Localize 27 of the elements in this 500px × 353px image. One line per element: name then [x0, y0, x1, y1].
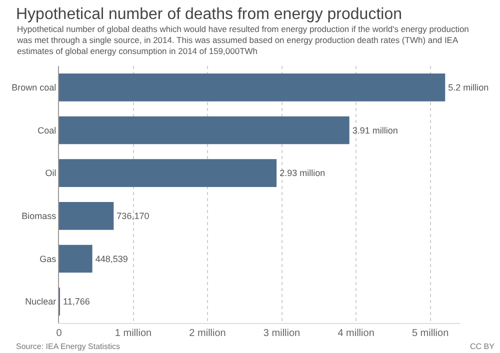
- y-tick-label: Gas: [40, 254, 57, 264]
- x-tick-label: 5 million: [412, 328, 449, 339]
- x-tick-label: 0: [56, 328, 62, 339]
- x-tick-label: 4 million: [338, 328, 374, 339]
- chart-subtitle: Hypothetical number of global deaths which would have resulted from energy production if the world's energy production was met through a single source, in 2014. This was assumed based on energy production death rates (TWh) and IEA estimates of global energy consumption in 2014 of 159,000TWh: [16, 24, 470, 56]
- data-label: 448,539: [95, 254, 128, 264]
- chart-title: Hypothetical number of deaths from energy production: [16, 6, 402, 23]
- bar: [59, 202, 114, 230]
- data-label: 3.91 million: [352, 125, 398, 136]
- bar: [59, 244, 92, 273]
- bar: [59, 116, 350, 144]
- source-note: Source: IEA Energy Statistics: [16, 342, 120, 351]
- bar: [59, 159, 277, 187]
- x-tick-label: 2 million: [189, 328, 226, 339]
- data-label: 11,766: [63, 296, 90, 307]
- y-tick-label: Biomass: [22, 211, 57, 222]
- x-tick-label: 1 million: [114, 328, 152, 339]
- text: CC BY: [470, 342, 496, 351]
- data-label: 736,170: [116, 210, 150, 221]
- bar: [59, 74, 446, 102]
- x-tick-label: 3 million: [263, 328, 300, 339]
- data-label: 2.93 million: [280, 168, 326, 178]
- y-tick-label: Nuclear: [25, 296, 56, 307]
- y-tick-label: Coal: [38, 125, 56, 136]
- y-tick-label: Oil: [45, 168, 56, 178]
- data-label: 5.2 million: [448, 82, 489, 92]
- y-tick-label: Brown coal: [12, 82, 56, 93]
